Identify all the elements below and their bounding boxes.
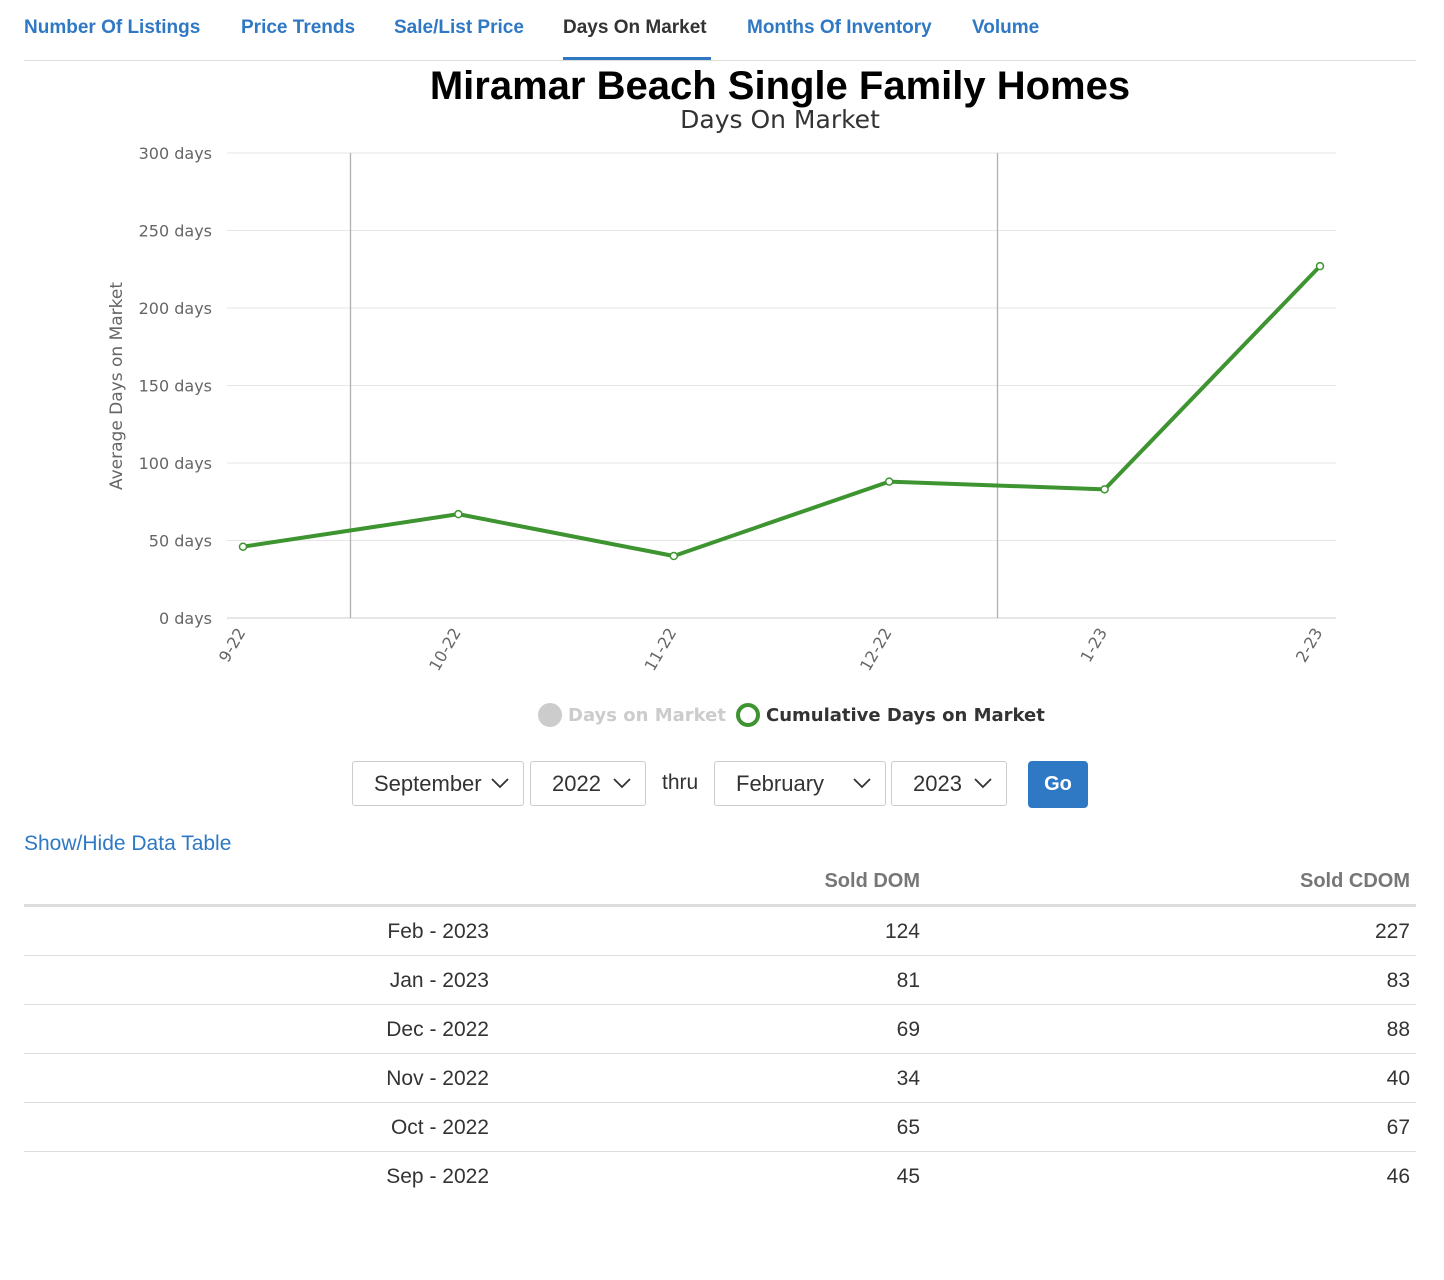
data-point[interactable]	[669, 551, 679, 561]
active-tab-indicator	[563, 57, 711, 60]
table-row: Oct - 2022 65 67	[24, 1103, 1416, 1152]
start-month-select[interactable]: September	[352, 761, 524, 806]
data-point[interactable]	[1100, 485, 1109, 494]
cell-sold-dom: 65	[896, 1116, 920, 1139]
chevron-down-icon	[853, 778, 871, 789]
x-tick-label: 11-22	[641, 625, 681, 675]
data-point[interactable]	[884, 477, 894, 486]
thru-label: thru	[662, 771, 699, 794]
legend-label: Days on Market	[568, 704, 726, 726]
column-header-sold-dom: Sold DOM	[824, 870, 920, 892]
chart-tabs: Number Of Listings Price Trends Sale/Lis…	[24, 0, 1416, 61]
tab-sale-list-price[interactable]: Sale/List Price	[394, 17, 524, 38]
start-year-select[interactable]: 2022	[530, 761, 646, 806]
table-row: Jan - 2023 81 83	[24, 956, 1416, 1005]
legend-item-days-on-market[interactable]: Days on Market	[538, 703, 726, 727]
cell-month: Dec - 2022	[386, 1018, 489, 1041]
chevron-down-icon	[491, 778, 509, 789]
tab-number-of-listings[interactable]: Number Of Listings	[24, 17, 201, 38]
cell-sold-cdom: 83	[1386, 969, 1410, 992]
series	[238, 261, 1325, 561]
cell-sold-cdom: 67	[1386, 1116, 1410, 1139]
y-tick-label: 200 days	[139, 299, 212, 318]
start-month-value: September	[374, 771, 482, 796]
cell-sold-dom: 81	[896, 969, 920, 992]
toggle-data-table-link[interactable]: Show/Hide Data Table	[24, 832, 232, 855]
x-tick-label: 10-22	[425, 625, 465, 675]
cell-sold-cdom: 46	[1386, 1165, 1410, 1188]
y-tick-label: 250 days	[139, 222, 212, 241]
cell-sold-cdom: 88	[1386, 1018, 1410, 1041]
legend-label: Cumulative Days on Market	[766, 704, 1045, 726]
chevron-down-icon	[974, 778, 992, 789]
data-point[interactable]	[1315, 261, 1325, 271]
y-axis-ticks: 0 days 50 days 100 days 150 days 200 days 250…	[139, 144, 212, 628]
table-row: Sep - 2022 45 46	[24, 1152, 1416, 1201]
end-month-select[interactable]: February	[714, 761, 886, 806]
y-axis-title: Average Days on Market	[107, 282, 127, 490]
chevron-down-icon	[613, 778, 631, 789]
end-year-value: 2023	[913, 771, 962, 796]
tab-price-trends[interactable]: Price Trends	[241, 17, 356, 38]
chart-subtitle: Days On Market	[680, 105, 880, 134]
cell-sold-dom: 69	[896, 1018, 920, 1041]
y-tick-label: 300 days	[139, 144, 212, 163]
cell-month: Oct - 2022	[390, 1116, 489, 1139]
tab-days-on-market[interactable]: Days On Market	[563, 17, 707, 38]
days-on-market-chart: 0 days 50 days 100 days 150 days 200 days 250…	[107, 144, 1336, 675]
cell-sold-dom: 45	[896, 1165, 920, 1188]
y-tick-label: 50 days	[149, 532, 212, 551]
table-row: Dec - 2022 69 88	[24, 1005, 1416, 1054]
x-tick-label: 2-23	[1292, 625, 1327, 666]
end-year-select[interactable]: 2023	[891, 761, 1007, 806]
cell-sold-cdom: 40	[1386, 1067, 1410, 1090]
x-tick-label: 12-22	[856, 625, 896, 675]
legend-item-cumulative-days-on-market[interactable]: Cumulative Days on Market	[736, 703, 1045, 727]
column-header-sold-cdom: Sold CDOM	[1300, 870, 1410, 892]
cell-month: Feb - 2023	[387, 920, 489, 943]
end-month-value: February	[736, 771, 825, 796]
y-tick-label: 0 days	[159, 609, 212, 628]
table-row: Feb - 2023 124 227	[24, 907, 1416, 956]
cell-sold-dom: 34	[896, 1067, 920, 1090]
table-row: Nov - 2022 34 40	[24, 1054, 1416, 1103]
cell-month: Sep - 2022	[386, 1165, 489, 1188]
start-year-value: 2022	[552, 771, 601, 796]
x-axis-ticks: 9-22 10-22 11-22 12-22 1-23 2-23	[215, 625, 1327, 675]
series-line	[242, 264, 1322, 558]
go-button[interactable]: Go	[1028, 761, 1088, 808]
table-header: Sold DOM Sold CDOM	[24, 858, 1416, 907]
data-table: Sold DOM Sold CDOM Feb - 2023 124 227 Ja…	[24, 858, 1416, 1201]
x-tick-label: 1-23	[1076, 625, 1111, 666]
legend-marker-icon	[736, 703, 760, 727]
chart-legend: Days on Market Cumulative Days on Market	[0, 703, 1444, 731]
grid-lines	[227, 152, 1336, 619]
x-tick-label: 9-22	[215, 625, 250, 666]
legend-marker-icon	[538, 703, 562, 727]
cell-month: Nov - 2022	[386, 1067, 489, 1090]
tab-months-of-inventory[interactable]: Months Of Inventory	[747, 17, 932, 38]
chart-title: Miramar Beach Single Family Homes	[429, 64, 1131, 108]
cell-month: Jan - 2023	[389, 969, 489, 992]
y-tick-label: 150 days	[139, 377, 212, 396]
cell-sold-cdom: 227	[1374, 920, 1410, 943]
data-point[interactable]	[238, 542, 248, 551]
tab-volume[interactable]: Volume	[972, 17, 1040, 38]
cell-sold-dom: 124	[884, 920, 920, 943]
y-tick-label: 100 days	[139, 454, 212, 473]
data-point[interactable]	[454, 509, 463, 519]
